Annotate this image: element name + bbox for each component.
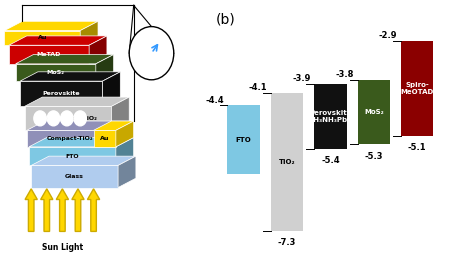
Polygon shape [93, 130, 116, 147]
Polygon shape [27, 130, 114, 147]
Polygon shape [16, 64, 96, 81]
Text: -7.3: -7.3 [278, 238, 296, 247]
Circle shape [74, 111, 86, 126]
Polygon shape [31, 165, 118, 188]
Polygon shape [29, 147, 116, 165]
Polygon shape [116, 121, 134, 147]
Text: (b): (b) [216, 13, 235, 27]
Polygon shape [25, 97, 129, 106]
FancyArrow shape [25, 189, 37, 231]
Polygon shape [4, 21, 98, 31]
Text: -4.1: -4.1 [249, 83, 267, 92]
Bar [228, 106, 260, 174]
Polygon shape [29, 138, 134, 147]
Polygon shape [116, 138, 134, 165]
Bar [271, 93, 303, 231]
Text: -3.8: -3.8 [336, 70, 354, 79]
Polygon shape [31, 156, 136, 165]
Polygon shape [16, 55, 114, 64]
Text: -3.9: -3.9 [292, 74, 310, 83]
Text: Au: Au [37, 35, 47, 40]
Text: Perovskite: Perovskite [43, 91, 80, 96]
Circle shape [47, 111, 60, 126]
Bar [401, 41, 433, 136]
Bar [357, 80, 390, 144]
Text: -5.1: -5.1 [408, 143, 427, 152]
Text: Perovskite
(CH₃NH₃PbI₃): Perovskite (CH₃NH₃PbI₃) [305, 110, 356, 123]
Text: MoS₂: MoS₂ [47, 70, 64, 75]
Polygon shape [27, 121, 131, 130]
FancyArrow shape [56, 189, 69, 231]
Text: FTO: FTO [236, 137, 252, 143]
Polygon shape [20, 81, 102, 106]
Polygon shape [118, 156, 136, 188]
Circle shape [34, 111, 46, 126]
Polygon shape [89, 36, 107, 64]
Polygon shape [114, 121, 131, 147]
Polygon shape [4, 31, 80, 45]
Polygon shape [111, 97, 129, 130]
Text: Glass: Glass [65, 174, 84, 179]
Text: Spiro-
MeOTAD: Spiro- MeOTAD [401, 82, 434, 95]
Text: FTO: FTO [65, 154, 79, 159]
Text: MeTAD: MeTAD [37, 52, 61, 57]
Text: Mesoporous-TiO₂: Mesoporous-TiO₂ [38, 116, 97, 121]
Bar [314, 84, 346, 149]
Polygon shape [9, 45, 89, 64]
Polygon shape [9, 36, 107, 45]
Polygon shape [102, 72, 120, 106]
Polygon shape [80, 21, 98, 45]
FancyArrow shape [41, 189, 53, 231]
Text: Au: Au [100, 136, 109, 141]
Text: -4.4: -4.4 [205, 95, 224, 105]
Text: MoS₂: MoS₂ [364, 109, 383, 115]
Text: -5.4: -5.4 [321, 156, 340, 165]
Polygon shape [20, 72, 120, 81]
FancyArrow shape [72, 189, 84, 231]
FancyArrow shape [87, 189, 100, 231]
Text: TiO₂: TiO₂ [279, 159, 295, 165]
Text: Compact-TiO₂: Compact-TiO₂ [47, 136, 93, 141]
Circle shape [129, 27, 174, 80]
Text: -2.9: -2.9 [379, 31, 398, 40]
Polygon shape [93, 121, 134, 130]
Circle shape [61, 111, 73, 126]
Polygon shape [25, 106, 111, 130]
Text: -5.3: -5.3 [365, 152, 383, 161]
Polygon shape [96, 55, 114, 81]
Text: Sun Light: Sun Light [42, 243, 83, 252]
